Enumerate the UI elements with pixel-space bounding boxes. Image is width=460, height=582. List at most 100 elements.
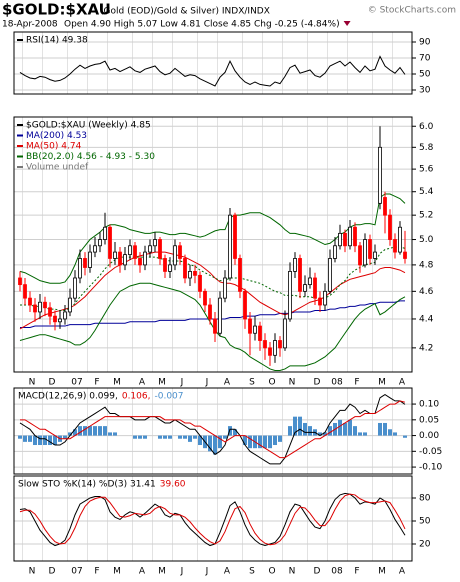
symbol: $GOLD:$XAU (2, 1, 111, 19)
candle-body (78, 258, 82, 279)
candle-body (128, 245, 132, 256)
candle-body (58, 318, 62, 323)
histogram-bar (83, 426, 87, 436)
x-tick-label: 07 (71, 378, 82, 388)
series-line (20, 400, 406, 459)
histogram-bar (343, 422, 347, 436)
candle-body (83, 258, 87, 268)
candle-body (223, 277, 227, 299)
candle-body (133, 245, 137, 259)
x-tick-label: F (354, 567, 359, 577)
candle-body (238, 258, 242, 292)
candle-body (248, 318, 252, 334)
candle-body (288, 271, 292, 320)
x-tick-label: S (249, 378, 255, 388)
histogram-bar (328, 426, 332, 436)
histogram-bar (63, 435, 67, 439)
candle-body (23, 284, 27, 299)
y-tick-label: 4.4 (419, 314, 434, 324)
candle-body (153, 239, 157, 247)
candle-body (353, 226, 357, 247)
histogram-bar (43, 435, 47, 446)
histogram-bar (338, 419, 342, 436)
candle-body (293, 258, 297, 272)
y-tick-label: 70 (419, 54, 431, 64)
panel-frame (13, 31, 413, 95)
candle-body (363, 239, 367, 266)
histogram-bar (248, 435, 252, 449)
candle-body (168, 264, 172, 272)
x-tick-label: N (289, 567, 296, 577)
histogram-bar (323, 432, 327, 436)
candle-body (93, 245, 97, 253)
histogram-bar (93, 426, 97, 436)
histogram-bar (73, 429, 77, 436)
candle-body (98, 239, 102, 247)
x-tick-label: M (113, 378, 121, 388)
x-tick-label: 08 (331, 567, 343, 577)
candle-body (118, 251, 122, 266)
candle-body (213, 318, 217, 334)
x-tick-label: A (139, 567, 146, 577)
histogram-bar (293, 416, 297, 436)
y-tick-label: 80 (419, 493, 431, 503)
x-tick-label: D (49, 567, 56, 577)
histogram-bar (288, 426, 292, 436)
candle-body (358, 245, 362, 266)
candle-body (328, 258, 332, 292)
candle-body (138, 258, 142, 266)
histogram-bar (158, 435, 162, 439)
y-tick-label: 0.00 (419, 431, 439, 441)
x-tick-label: F (354, 378, 359, 388)
y-tick-label: 50 (419, 70, 431, 80)
candle-body (403, 251, 407, 259)
histogram-bar (348, 419, 352, 436)
histogram-bar (213, 435, 217, 455)
x-tick-label: M (158, 378, 166, 388)
legend-label: 39.60 (160, 480, 186, 490)
candle-body (318, 297, 322, 306)
y-tick-label: 4.2 (419, 343, 433, 353)
x-tick-label: S (249, 567, 255, 577)
candle-body (63, 311, 67, 320)
candle-body (178, 245, 182, 259)
histogram-bar (268, 435, 272, 449)
histogram-bar (178, 435, 182, 439)
x-tick-label: A (224, 567, 231, 577)
histogram-bar (98, 426, 102, 436)
x-tick-label: J (180, 567, 184, 577)
candle-body (163, 258, 167, 272)
candle-body (263, 340, 267, 349)
x-tick-label: 07 (71, 567, 82, 577)
panel-frame (13, 387, 413, 475)
legend-label: RSI(14) 49.38 (26, 36, 88, 46)
series-line (19, 492, 406, 547)
y-tick-label: 0.10 (419, 400, 439, 410)
legend-label: Volume undef (26, 163, 89, 173)
y-tick-label: 0.05 (419, 415, 439, 425)
legend-label: MA(200) 4.53 (26, 131, 87, 141)
histogram-bar (103, 426, 107, 436)
histogram-bar (308, 426, 312, 436)
y-tick-label: 5.0 (419, 235, 434, 245)
histogram-bar (188, 435, 192, 442)
histogram-bar (258, 435, 262, 449)
histogram-bar (378, 422, 382, 436)
candle-body (348, 226, 352, 247)
histogram-bar (143, 435, 147, 439)
candle-body (28, 297, 32, 306)
candle-body (203, 290, 207, 306)
series-line (19, 251, 406, 330)
histogram-bar (78, 426, 82, 436)
panel-frame (13, 475, 413, 562)
candle-body (368, 239, 372, 259)
legend-label: 0.106, (122, 392, 151, 402)
y-tick-label: 4.8 (419, 260, 434, 270)
candle-body (103, 226, 107, 240)
histogram-bar (403, 435, 407, 438)
candle-body (378, 146, 382, 204)
y-tick-label: 90 (419, 38, 431, 48)
histogram-bar (108, 432, 112, 436)
x-tick-label: J (205, 567, 209, 577)
candle-body (108, 226, 112, 259)
